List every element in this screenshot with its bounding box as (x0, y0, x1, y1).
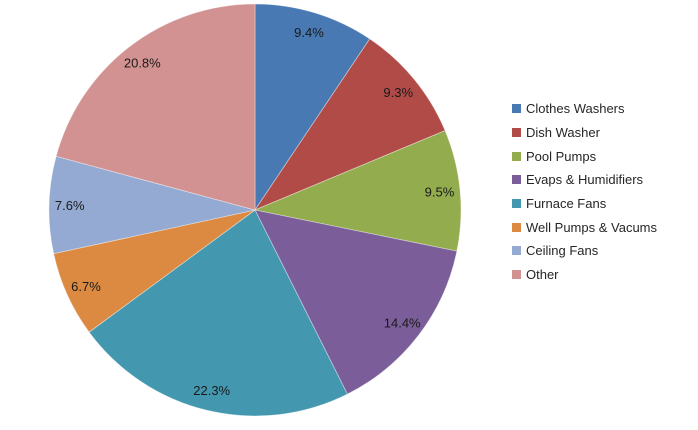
pie-slice-furnace-fans (88, 209, 348, 417)
legend-swatch-icon (512, 222, 521, 232)
legend-item: Clothes Washers (512, 97, 657, 121)
legend-label: Dish Washer (526, 125, 600, 141)
legend-item: Ceiling Fans (512, 239, 657, 263)
legend-label: Clothes Washers (526, 101, 625, 117)
slice-label-furnace-fans: 22.3% (193, 383, 230, 398)
pie-slice-evaps-humidifiers (254, 209, 458, 395)
slice-label-ceiling-fans: 7.6% (55, 198, 85, 213)
pie-slice-clothes-washers (254, 3, 371, 211)
legend-item: Furnace Fans (512, 192, 657, 216)
slice-label-evaps-humidifiers: 14.4% (384, 315, 421, 330)
legend-label: Well Pumps & Vacums (526, 219, 658, 235)
slice-label-pool-pumps: 9.5% (425, 185, 455, 200)
pie-slice-other (55, 3, 256, 211)
legend-item: Well Pumps & Vacums (512, 215, 657, 239)
slice-label-well-pumps-vacums: 6.7% (71, 279, 101, 294)
legend-item: Evaps & Humidifiers (512, 168, 657, 192)
legend-label: Evaps & Humidifiers (526, 172, 644, 188)
legend-swatch-icon (512, 199, 521, 209)
legend-item: Dish Washer (512, 121, 657, 145)
legend-label: Other (526, 267, 559, 283)
legend-swatch-icon (512, 246, 521, 256)
legend-item: Pool Pumps (512, 144, 657, 168)
pie-slice-well-pumps-vacums (53, 209, 256, 333)
slice-label-other: 20.8% (124, 55, 161, 70)
legend-swatch-icon (512, 175, 521, 185)
legend-label: Pool Pumps (526, 148, 597, 164)
legend-label: Furnace Fans (526, 196, 607, 212)
slice-label-dish-washer: 9.3% (383, 85, 413, 100)
pie-slice-pool-pumps (254, 130, 462, 252)
legend-swatch-icon (512, 104, 521, 114)
pie-slice-ceiling-fans (48, 155, 256, 255)
legend-swatch-icon (512, 128, 521, 138)
legend-item: Other (512, 263, 657, 287)
chart-legend: Clothes Washers Dish Washer Pool Pumps Evap… (512, 97, 657, 287)
slice-label-clothes-washers: 9.4% (294, 25, 324, 40)
legend-label: Ceiling Fans (526, 243, 599, 259)
legend-swatch-icon (512, 151, 521, 161)
pie-slice-dish-washer (254, 38, 446, 211)
legend-swatch-icon (512, 270, 521, 280)
